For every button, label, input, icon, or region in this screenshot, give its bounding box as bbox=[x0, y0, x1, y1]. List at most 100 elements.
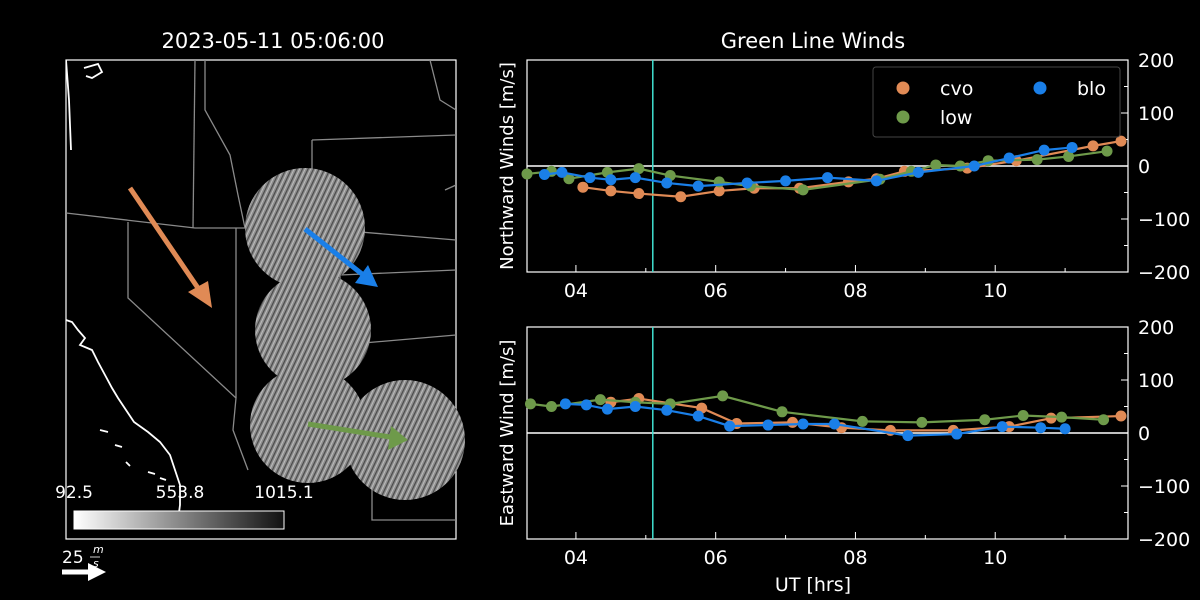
data-point-cvo bbox=[675, 191, 687, 203]
data-point-blo bbox=[584, 172, 596, 184]
data-point-cvo bbox=[577, 181, 589, 193]
coastline bbox=[66, 60, 181, 521]
x-tick-label: 06 bbox=[704, 547, 728, 569]
data-point-blo bbox=[605, 174, 617, 186]
x-tick-label: 08 bbox=[843, 280, 867, 302]
x-axis-label: UT [hrs] bbox=[775, 574, 851, 596]
y-tick-label: 200 bbox=[1138, 50, 1174, 72]
data-point-blo bbox=[828, 418, 840, 430]
data-point-low bbox=[524, 398, 536, 410]
x-tick-label: 04 bbox=[564, 280, 588, 302]
subplot-eastward: 200 100 0 −100 −200 04 06 08 10 Eastward Wind [m/… bbox=[497, 317, 1190, 569]
data-point-low bbox=[797, 184, 809, 196]
y-axis-label: Eastward Wind [m/s] bbox=[497, 340, 518, 527]
airglow-image-blo bbox=[245, 168, 365, 288]
data-point-low bbox=[1031, 154, 1043, 166]
legend: cvo blo low bbox=[872, 66, 1121, 138]
data-point-blo bbox=[951, 428, 963, 440]
data-point-low bbox=[594, 394, 606, 406]
data-point-low bbox=[1017, 410, 1029, 422]
data-point-blo bbox=[902, 430, 914, 442]
legend-label-blo: blo bbox=[1077, 78, 1106, 100]
y-tick-label: 100 bbox=[1138, 103, 1174, 125]
data-point-low bbox=[979, 414, 991, 426]
data-point-low bbox=[1063, 150, 1075, 162]
data-point-blo bbox=[1066, 141, 1078, 153]
legend-box bbox=[872, 66, 1121, 138]
data-point-cvo bbox=[1045, 412, 1057, 424]
y-tick-label: 200 bbox=[1138, 317, 1174, 339]
legend-marker-low bbox=[896, 110, 910, 124]
y-axis-label: Northward Winds [m/s] bbox=[497, 62, 518, 270]
y-tick-label: −200 bbox=[1138, 529, 1190, 551]
colorbar-tick-mid: 553.8 bbox=[156, 483, 205, 503]
data-point-blo bbox=[724, 420, 736, 432]
data-point-low bbox=[930, 159, 942, 171]
scale-arrow-head bbox=[88, 563, 106, 581]
series-blo bbox=[538, 141, 1078, 192]
y-tick-label: 0 bbox=[1138, 423, 1150, 445]
data-point-cvo bbox=[713, 185, 725, 197]
data-point-blo bbox=[968, 160, 980, 172]
data-point-low bbox=[916, 416, 928, 428]
data-point-blo bbox=[780, 175, 792, 187]
x-tick-label: 10 bbox=[983, 280, 1007, 302]
x-tick-label: 06 bbox=[704, 280, 728, 302]
wind-arrow-blo bbox=[303, 227, 378, 287]
data-point-low bbox=[1101, 145, 1113, 157]
scale-units-denominator: s bbox=[93, 557, 99, 570]
scale-units-numerator: m bbox=[93, 543, 104, 556]
data-point-blo bbox=[556, 166, 568, 178]
data-point-cvo bbox=[1087, 140, 1099, 152]
series-blo bbox=[559, 398, 1071, 442]
data-point-blo bbox=[741, 177, 753, 189]
chart-panel: Green Line Winds UT [hrs] 2001000−100−20… bbox=[497, 29, 1190, 596]
y-tick-label: −200 bbox=[1138, 262, 1190, 284]
data-point-cvo bbox=[1115, 410, 1127, 422]
wind-arrow-low bbox=[307, 421, 408, 450]
wind-arrow-cvo bbox=[127, 186, 212, 308]
data-point-cvo bbox=[787, 416, 799, 428]
data-point-blo bbox=[692, 180, 704, 192]
data-point-blo bbox=[661, 404, 673, 416]
data-point-low bbox=[545, 401, 557, 412]
data-point-blo bbox=[538, 168, 550, 180]
x-tick-label: 10 bbox=[983, 547, 1007, 569]
data-point-blo bbox=[870, 175, 882, 187]
series-line-blo bbox=[544, 146, 1073, 188]
data-point-low bbox=[717, 390, 729, 402]
legend-marker-blo bbox=[1033, 81, 1047, 95]
legend-marker-cvo bbox=[896, 81, 910, 95]
data-point-blo bbox=[822, 172, 833, 184]
data-point-blo bbox=[1038, 144, 1050, 156]
data-point-cvo bbox=[605, 185, 617, 197]
data-point-blo bbox=[996, 421, 1008, 433]
data-point-blo bbox=[629, 401, 641, 412]
data-point-blo bbox=[692, 410, 704, 422]
subplot-northward: 200 100 0 −100 −200 04 06 08 10 Northward Winds [… bbox=[497, 50, 1190, 302]
data-point-low bbox=[1056, 411, 1068, 423]
data-point-low bbox=[1098, 414, 1110, 426]
data-point-low bbox=[856, 415, 868, 427]
data-point-blo bbox=[797, 418, 809, 430]
data-point-blo bbox=[912, 166, 924, 178]
data-point-cvo bbox=[633, 188, 645, 200]
plot-area: 200 100 0 −100 −200 04 06 08 10 Northward Winds [… bbox=[497, 50, 1190, 569]
data-point-low bbox=[521, 168, 533, 180]
wind-arrows bbox=[127, 186, 408, 450]
map-timestamp: 2023-05-11 05:06:00 bbox=[161, 29, 384, 53]
x-tick-label: 08 bbox=[843, 547, 867, 569]
data-point-low bbox=[633, 163, 645, 175]
data-point-blo bbox=[601, 403, 613, 415]
y-tick-label: 100 bbox=[1138, 370, 1174, 392]
data-point-low bbox=[563, 173, 575, 185]
scale-label: 25 bbox=[62, 548, 84, 568]
data-point-blo bbox=[1035, 422, 1047, 434]
scale-arrow: 25 m s bbox=[62, 543, 106, 581]
data-point-blo bbox=[1059, 423, 1071, 435]
airglow-image-cvo bbox=[255, 272, 371, 388]
colorbar-tick-min: 92.5 bbox=[55, 483, 93, 503]
data-point-blo bbox=[629, 172, 641, 184]
y-tick-label: −100 bbox=[1138, 209, 1190, 231]
